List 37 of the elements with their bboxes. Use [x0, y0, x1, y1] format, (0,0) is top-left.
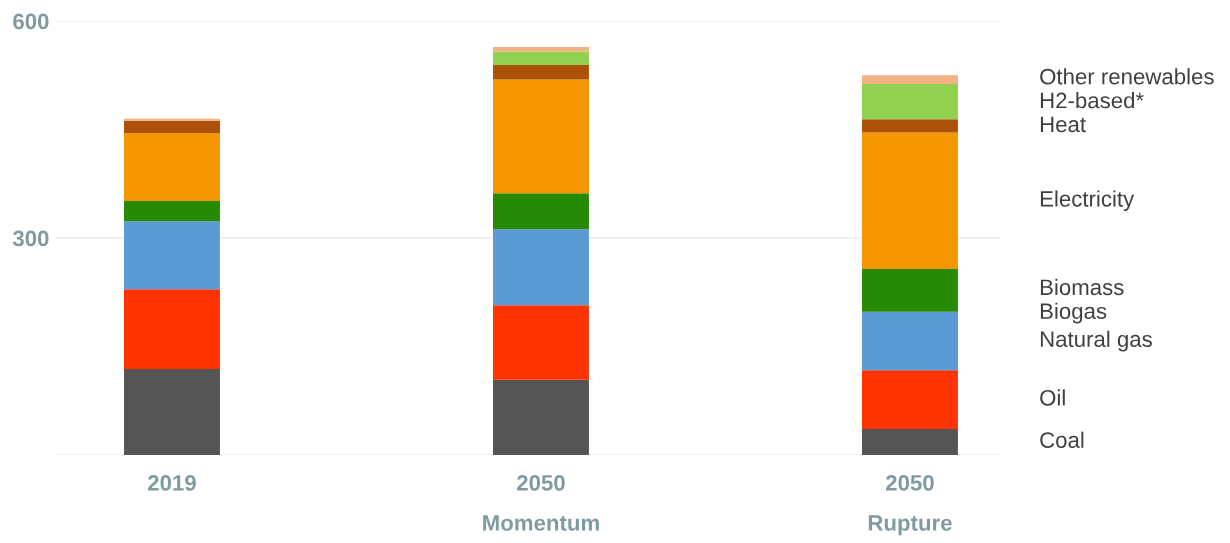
text: Heat [1040, 116, 1086, 133]
bar [862, 370, 958, 429]
text: H2-based* [1040, 92, 1144, 109]
bar [493, 79, 589, 194]
bar [493, 193, 589, 230]
text: Other renewables [1040, 68, 1214, 85]
text: Oil [1040, 389, 1065, 406]
x-tick-label: 2050 Rupture [868, 475, 952, 536]
text: Electricity [1040, 190, 1135, 212]
text: Biomass [1040, 278, 1124, 296]
bar [124, 118, 220, 121]
bar [493, 305, 589, 380]
bar [862, 269, 958, 312]
bar [862, 75, 958, 84]
bar [124, 201, 220, 222]
y-tick-label: 600 [13, 13, 49, 30]
bar [124, 133, 220, 202]
text: Coal [1040, 431, 1084, 448]
bar [493, 229, 589, 306]
bar [862, 311, 958, 371]
bar [124, 289, 220, 369]
bar [493, 65, 589, 80]
text: Natural gas [1040, 330, 1152, 352]
bar [493, 47, 589, 52]
bar [124, 221, 220, 290]
y-tick-label: 300 [12, 230, 49, 247]
text: Biogas [1040, 302, 1107, 324]
bar [124, 368, 220, 455]
bar [124, 120, 220, 134]
x-tick-label: 2050 Momentum [483, 475, 599, 531]
bar [862, 428, 958, 455]
bar [862, 83, 958, 120]
bar [862, 132, 958, 270]
x-tick-label: 2019 [148, 475, 196, 491]
bar [862, 119, 958, 133]
bar [493, 379, 589, 455]
bar [493, 51, 589, 66]
